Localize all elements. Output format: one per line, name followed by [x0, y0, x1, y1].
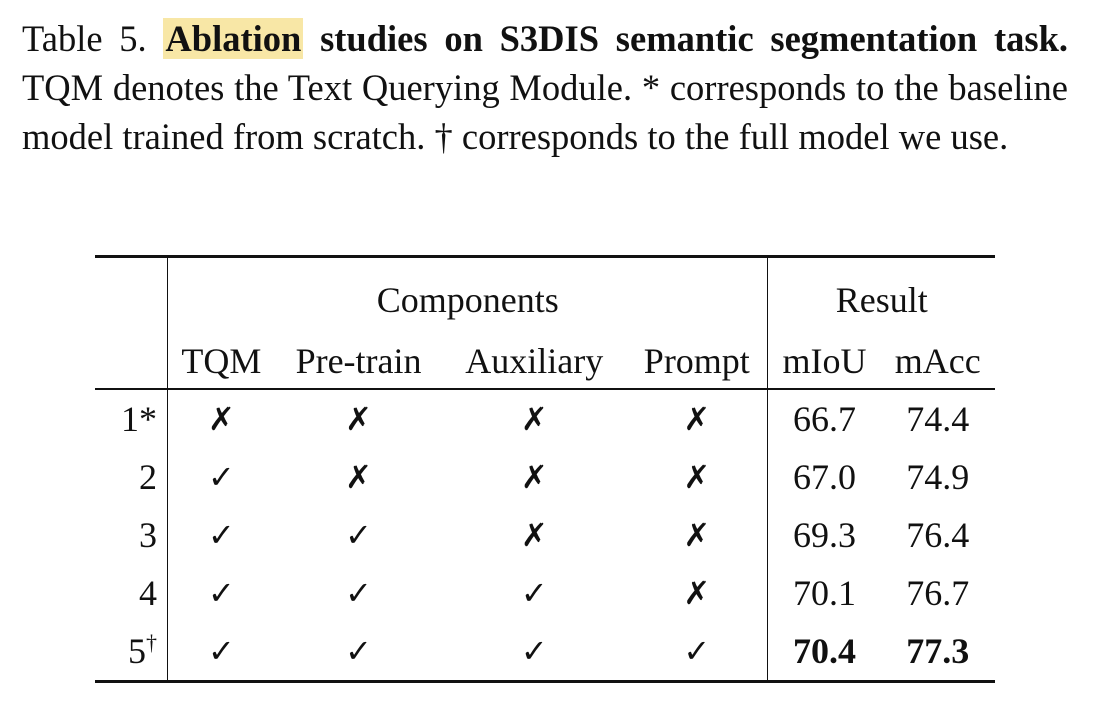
cell-pretrain: ✓	[274, 622, 443, 683]
column-header-row: TQM Pre-train Auxiliary Prompt mIoU mAcc	[95, 334, 995, 389]
components-header: Components	[166, 255, 769, 334]
cell-auxiliary: ✓	[442, 622, 627, 683]
cell-tqm: ✓	[166, 622, 275, 683]
group-header-row: Components Result	[95, 255, 995, 334]
cell-pretrain: ✓	[345, 516, 372, 554]
ablation-table-container: Components Result TQM Pre-train Auxiliar…	[95, 255, 995, 683]
row-id: 2	[139, 457, 157, 497]
cell-miou: 69.3	[792, 515, 856, 555]
col-header-tqm: TQM	[166, 334, 275, 389]
table-row: 4 ✓ ✓ ✓ ✗ 70.1 76.7	[95, 564, 995, 622]
cell-pretrain: ✗	[345, 458, 372, 496]
cell-macc: 74.9	[906, 457, 970, 497]
row-id: 1*	[95, 388, 168, 448]
caption-label: Table 5.	[22, 18, 147, 59]
cell-prompt: ✗	[626, 448, 769, 506]
caption-text: TQM denotes the Text Querying Module. * …	[22, 67, 1068, 157]
cell-auxiliary: ✓	[520, 574, 548, 612]
cell-macc: 74.4	[880, 388, 995, 448]
cell-pretrain: ✓	[345, 574, 372, 612]
cell-auxiliary: ✗	[520, 516, 548, 554]
cell-macc-best: 77.3	[880, 622, 995, 683]
cell-miou-best: 70.4	[767, 622, 881, 683]
caption-bold-title: studies on S3DIS semantic segmentation t…	[303, 18, 1068, 59]
cell-tqm: ✓	[166, 506, 275, 564]
cell-prompt: ✗	[626, 388, 769, 448]
col-header-pretrain: Pre-train	[295, 341, 422, 381]
row-id: 3	[139, 515, 157, 555]
cell-macc: 76.4	[906, 515, 970, 555]
header-empty-cell	[95, 255, 168, 334]
col-header-miou: mIoU	[782, 341, 867, 381]
col-header-auxiliary: Auxiliary	[465, 341, 604, 381]
cell-auxiliary: ✗	[442, 388, 627, 448]
cell-miou: 66.7	[767, 388, 881, 448]
cell-auxiliary: ✗	[520, 458, 548, 496]
table-row: 1* ✗ ✗ ✗ ✗ 66.7 74.4	[95, 388, 995, 448]
row-id: 4	[139, 573, 157, 613]
result-header: Result	[767, 255, 995, 334]
col-header-prompt: Prompt	[626, 334, 769, 389]
col-header-macc: mAcc	[894, 341, 981, 381]
caption-highlight: Ablation	[163, 18, 304, 59]
cell-tqm: ✗	[166, 388, 275, 448]
header-empty-cell	[95, 334, 168, 389]
cell-miou: 67.0	[792, 457, 856, 497]
cell-pretrain: ✗	[274, 388, 443, 448]
cell-prompt: ✗	[626, 506, 769, 564]
row-id: 5†	[95, 622, 168, 683]
table-row: 2 ✓ ✗ ✗ ✗ 67.0 74.9	[95, 448, 995, 506]
cell-tqm: ✓	[166, 448, 275, 506]
table-row: 3 ✓ ✓ ✗ ✗ 69.3 76.4	[95, 506, 995, 564]
ablation-table: Components Result TQM Pre-train Auxiliar…	[95, 255, 995, 683]
table-row: 5† ✓ ✓ ✓ ✓ 70.4 77.3	[95, 622, 995, 683]
cell-miou: 70.1	[792, 573, 856, 613]
cell-macc: 76.7	[906, 573, 970, 613]
cell-prompt: ✓	[626, 622, 769, 683]
cell-prompt: ✗	[626, 564, 769, 622]
cell-tqm: ✓	[166, 564, 275, 622]
table-caption: Table 5. Ablation studies on S3DIS seman…	[22, 14, 1068, 161]
